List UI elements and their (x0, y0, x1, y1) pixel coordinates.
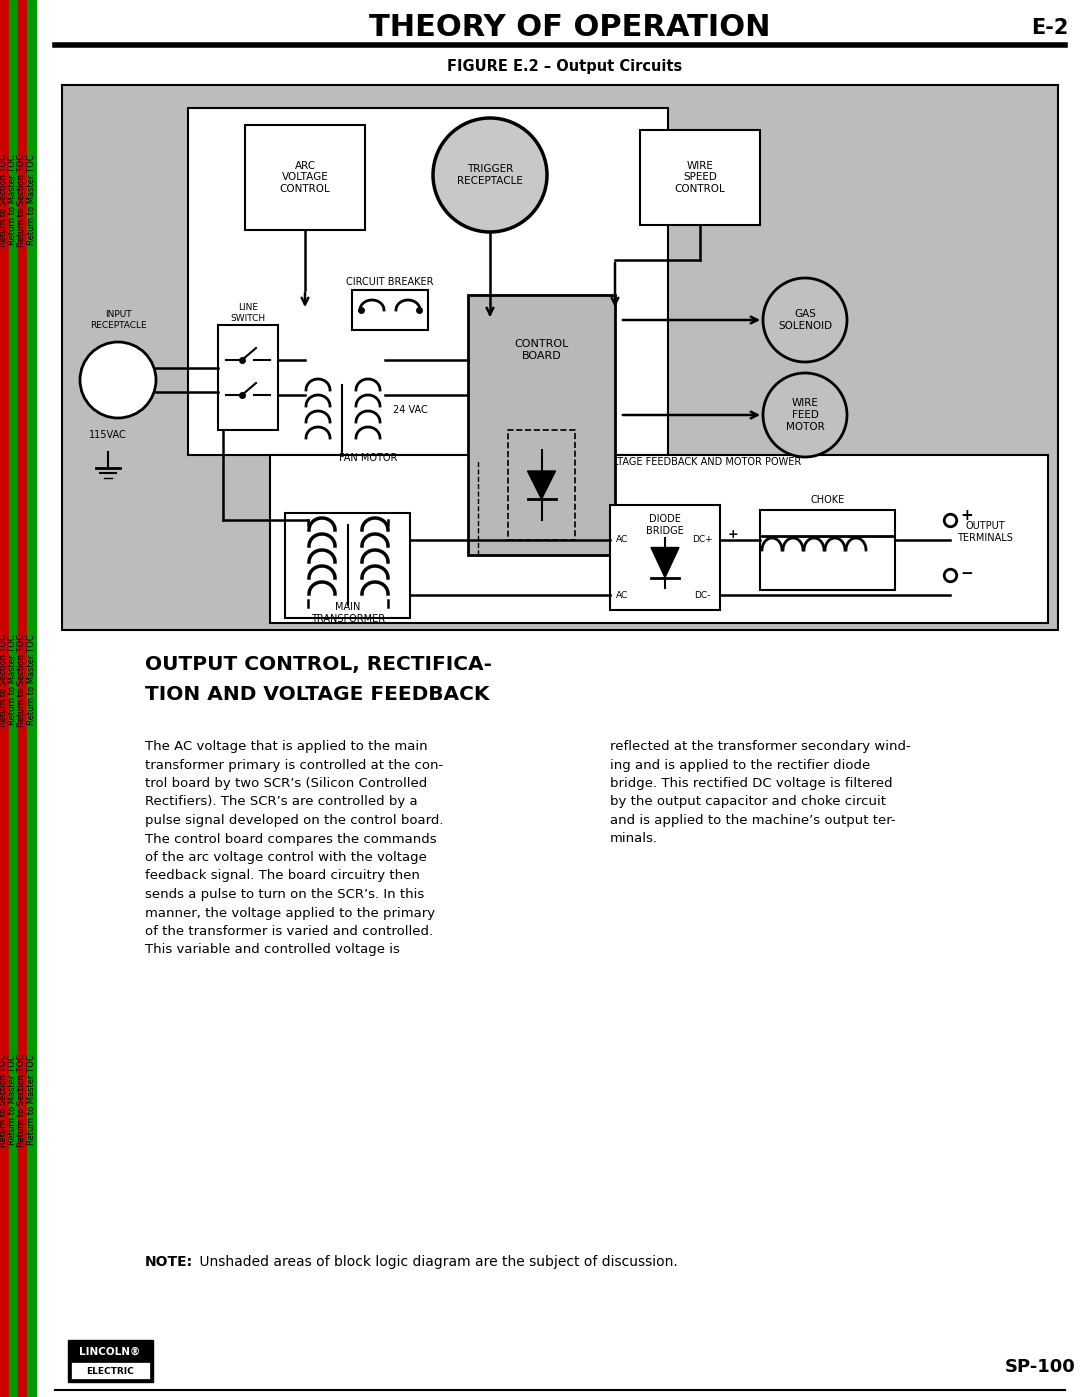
Text: FAN MOTOR: FAN MOTOR (339, 453, 397, 462)
Text: 24 VAC: 24 VAC (393, 405, 428, 415)
Circle shape (762, 278, 847, 362)
Circle shape (762, 373, 847, 457)
Bar (285, 513, 410, 617)
Text: Unshaded areas of block logic diagram are the subject of discussion.: Unshaded areas of block logic diagram ar… (195, 1255, 678, 1268)
Bar (71, 1362, 150, 1379)
Text: NOTE:: NOTE: (145, 1255, 193, 1268)
Bar (352, 291, 428, 330)
Text: SP-100: SP-100 (1004, 1358, 1076, 1376)
Bar (468, 295, 615, 555)
Text: reflected at the transformer secondary wind-
ing and is applied to the rectifier: reflected at the transformer secondary w… (610, 740, 910, 845)
Text: MAIN
TRANSFORMER: MAIN TRANSFORMER (311, 602, 386, 624)
Text: Return to Section TOC: Return to Section TOC (0, 633, 9, 726)
Text: INPUT
RECEPTACLE: INPUT RECEPTACLE (90, 310, 146, 330)
Text: Return to Section TOC: Return to Section TOC (0, 1053, 9, 1147)
Text: Return to Master TOC: Return to Master TOC (9, 155, 17, 246)
Text: Return to Section TOC: Return to Section TOC (17, 633, 27, 726)
Text: CONTROL
BOARD: CONTROL BOARD (514, 339, 569, 360)
Bar (610, 504, 720, 610)
Text: GAS
SOLENOID: GAS SOLENOID (778, 309, 832, 331)
Text: FIGURE E.2 – Output Circuits: FIGURE E.2 – Output Circuits (447, 60, 683, 74)
Text: Return to Section TOC: Return to Section TOC (0, 154, 9, 246)
Text: +: + (728, 528, 739, 542)
Bar (68, 1340, 153, 1382)
Text: Return to Master TOC: Return to Master TOC (27, 155, 36, 246)
Text: DC+: DC+ (691, 535, 713, 545)
Text: E-2: E-2 (1031, 18, 1069, 38)
Text: AC: AC (616, 535, 629, 545)
Text: −: − (960, 566, 973, 581)
Bar (0, 0, 9, 1397)
Bar (760, 510, 895, 590)
Text: ELECTRIC: ELECTRIC (86, 1366, 134, 1376)
Text: LINE
SWITCH: LINE SWITCH (230, 303, 266, 323)
Text: DIODE
BRIDGE: DIODE BRIDGE (646, 514, 684, 536)
Bar (218, 326, 278, 430)
Text: Return to Section TOC: Return to Section TOC (17, 1053, 27, 1147)
Text: Return to Section TOC: Return to Section TOC (17, 154, 27, 246)
Text: OUTPUT
TERMINALS: OUTPUT TERMINALS (957, 521, 1013, 543)
Text: Return to Master TOC: Return to Master TOC (27, 634, 36, 725)
Bar (9, 0, 18, 1397)
Text: 115VAC: 115VAC (90, 430, 126, 440)
Circle shape (433, 117, 546, 232)
Text: ARC
VOLTAGE
CONTROL: ARC VOLTAGE CONTROL (280, 161, 330, 194)
Bar (245, 124, 365, 231)
Text: AC: AC (616, 591, 629, 599)
Text: Return to Master TOC: Return to Master TOC (9, 634, 17, 725)
Bar (62, 85, 1058, 630)
Text: CHOKE: CHOKE (810, 495, 845, 504)
Bar (270, 455, 1048, 623)
Text: Return to Master TOC: Return to Master TOC (9, 1055, 17, 1146)
Text: +: + (960, 509, 973, 524)
Bar (508, 430, 575, 541)
Text: CIRCUIT BREAKER: CIRCUIT BREAKER (347, 277, 434, 286)
Text: WIRE
FEED
MOTOR: WIRE FEED MOTOR (785, 398, 824, 432)
Text: LINCOLN®: LINCOLN® (79, 1347, 140, 1356)
Text: THEORY OF OPERATION: THEORY OF OPERATION (369, 14, 771, 42)
Bar (188, 108, 669, 455)
Bar (27, 0, 36, 1397)
Circle shape (80, 342, 156, 418)
Text: WIRE
SPEED
CONTROL: WIRE SPEED CONTROL (675, 161, 726, 194)
Bar (18, 0, 27, 1397)
Polygon shape (651, 548, 679, 577)
Text: TRIGGER
RECEPTACLE: TRIGGER RECEPTACLE (457, 165, 523, 186)
Polygon shape (527, 471, 555, 499)
Text: The AC voltage that is applied to the main
transformer primary is controlled at : The AC voltage that is applied to the ma… (145, 740, 444, 957)
Text: OUTPUT CONTROL, RECTIFICA-: OUTPUT CONTROL, RECTIFICA- (145, 655, 492, 673)
Text: TION AND VOLTAGE FEEDBACK: TION AND VOLTAGE FEEDBACK (145, 685, 489, 704)
Text: VOLTAGE FEEDBACK AND MOTOR POWER: VOLTAGE FEEDBACK AND MOTOR POWER (599, 457, 801, 467)
Text: DC-: DC- (693, 591, 711, 599)
Bar (640, 130, 760, 225)
Text: Return to Master TOC: Return to Master TOC (27, 1055, 36, 1146)
